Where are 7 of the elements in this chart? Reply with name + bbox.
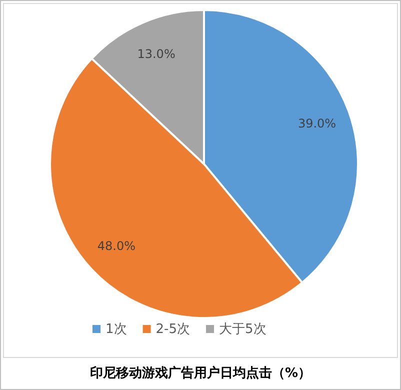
text: 印尼移动游戏广告用户日均点击（%） [90, 365, 312, 381]
data-label: 39.0% [298, 116, 336, 130]
legend-label: 1次 [106, 322, 127, 337]
data-label: 13.0% [137, 46, 176, 61]
legend-label: 2-5次 [156, 322, 190, 337]
data-label: 48.0% [97, 239, 136, 254]
legend-label: 大于5次 [219, 322, 266, 337]
